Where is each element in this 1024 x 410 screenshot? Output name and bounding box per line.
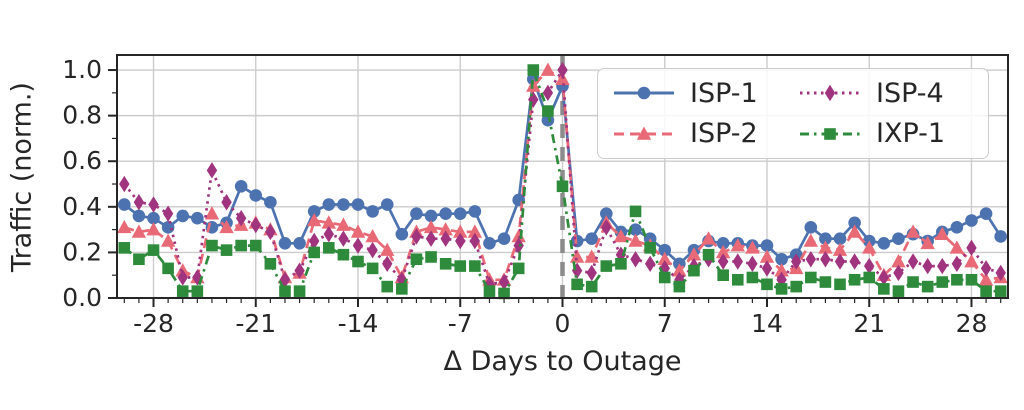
- svg-text:0: 0: [555, 309, 571, 338]
- svg-text:0.6: 0.6: [62, 146, 102, 175]
- legend-entry-isp1: ISP-1: [612, 80, 798, 107]
- legend-entry-isp2: ISP-2: [612, 120, 798, 147]
- legend: ISP-1 ISP-4 ISP-2 IXP-1: [597, 68, 989, 159]
- legend-label: ISP-4: [876, 77, 944, 109]
- svg-text:0.4: 0.4: [62, 192, 102, 221]
- x-axis-label: Δ Days to Outage: [443, 346, 682, 377]
- svg-text:0.0: 0.0: [62, 283, 102, 312]
- svg-text:7: 7: [657, 309, 673, 338]
- svg-text:-7: -7: [448, 309, 473, 338]
- svg-text:28: 28: [956, 309, 988, 338]
- svg-text:0.2: 0.2: [62, 237, 102, 266]
- legend-label: ISP-1: [690, 77, 758, 109]
- y-axis-label: Traffic (norm.): [6, 82, 38, 272]
- svg-text:21: 21: [853, 309, 885, 338]
- svg-text:1.0: 1.0: [62, 55, 102, 84]
- legend-line-circle-sample: [614, 86, 674, 100]
- svg-text:0.8: 0.8: [62, 101, 102, 130]
- svg-text:-28: -28: [133, 309, 174, 338]
- svg-text:-14: -14: [338, 309, 379, 338]
- legend-line-diamond-sample: [800, 85, 860, 102]
- legend-label: ISP-2: [690, 118, 758, 150]
- legend-line-square-sample: [800, 127, 860, 140]
- legend-entry-ixp1: IXP-1: [798, 120, 988, 147]
- legend-label: IXP-1: [876, 118, 946, 150]
- svg-text:14: 14: [751, 309, 783, 338]
- svg-text:-21: -21: [235, 309, 276, 338]
- legend-line-triangle-sample: [614, 126, 674, 140]
- legend-entry-isp4: ISP-4: [798, 80, 988, 107]
